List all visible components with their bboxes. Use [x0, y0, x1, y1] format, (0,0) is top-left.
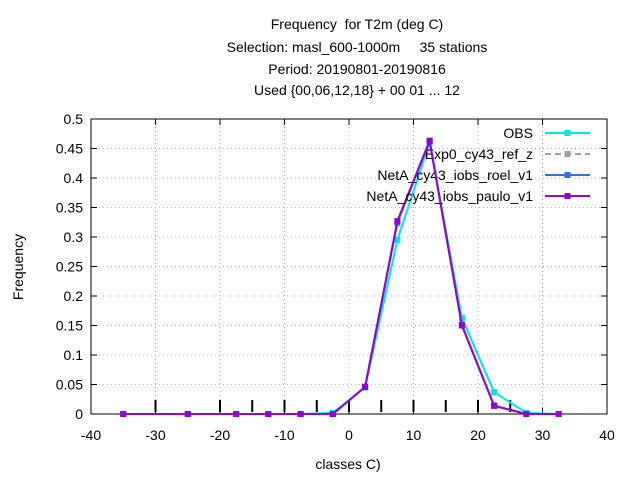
x-tick-label: 0 — [345, 427, 353, 443]
grid — [90, 118, 608, 415]
x-tick-label: 30 — [535, 427, 551, 443]
data-point — [458, 322, 465, 329]
legend-entry: Exp0_cy43_ref_z — [425, 146, 590, 162]
x-tick-label: -40 — [81, 427, 101, 443]
y-tick-label: 0.1 — [64, 347, 84, 363]
legend-label: NetA_cy43_iobs_roel_v1 — [377, 167, 533, 183]
legend-swatch-marker — [564, 193, 571, 199]
x-tick-label: -10 — [274, 427, 294, 443]
y-tick-label: 0.4 — [64, 170, 84, 186]
y-tick-label: 0.5 — [64, 111, 84, 127]
legend-label: Exp0_cy43_ref_z — [425, 146, 533, 162]
data-point — [233, 411, 240, 417]
series-NetA_cy43_iobs_paulo_v1 — [120, 137, 562, 417]
legend-label: OBS — [503, 125, 533, 141]
data-point — [394, 218, 401, 225]
x-tick-label: 10 — [406, 427, 422, 443]
x-axis-label: classes C) — [315, 456, 381, 472]
legend-entry: NetA_cy43_iobs_paulo_v1 — [366, 188, 590, 204]
data-point — [184, 411, 191, 417]
data-point — [265, 411, 272, 417]
x-axis: -40 -30 -20 -10 0 10 20 30 40 — [81, 119, 615, 443]
legend-entry: OBS — [503, 125, 590, 141]
legend-entry: NetA_cy43_iobs_roel_v1 — [377, 167, 590, 183]
legend-swatch-marker — [564, 151, 571, 157]
title-line-4: Used {00,06,12,18} + 00 01 ... 12 — [254, 82, 460, 98]
legend-label: NetA_cy43_iobs_paulo_v1 — [366, 188, 533, 204]
y-tick-label: 0.25 — [56, 259, 83, 275]
title-line-2: Selection: masl_600-1000m 35 stations — [226, 39, 488, 55]
data-point — [458, 314, 465, 321]
legend-swatch-marker — [564, 172, 571, 178]
title-line-3: Period: 20190801-20190816 — [268, 61, 446, 77]
y-tick-label: 0.2 — [64, 288, 84, 304]
x-tick-label: -20 — [210, 427, 230, 443]
data-point — [491, 389, 498, 396]
x-tick-label: 40 — [599, 427, 615, 443]
data-point — [555, 411, 562, 417]
legend-swatch-marker — [564, 130, 571, 136]
y-axis: 0 0.05 0.1 0.15 0.2 0.25 0.3 0.35 0.4 0.45 0.5 — [56, 111, 607, 422]
data-point — [362, 383, 369, 390]
series-line — [123, 142, 559, 415]
y-tick-label: 0.45 — [56, 141, 83, 157]
x-tick-label: 20 — [470, 427, 486, 443]
data-point — [120, 411, 127, 417]
y-tick-label: 0 — [75, 406, 83, 422]
data-point — [426, 137, 433, 144]
x-tick-label: -30 — [145, 427, 165, 443]
data-point — [329, 411, 336, 417]
data-point — [523, 411, 530, 417]
data-point — [297, 411, 304, 417]
data-point — [491, 402, 498, 409]
data-point — [394, 236, 401, 243]
y-tick-label: 0.35 — [56, 200, 83, 216]
y-tick-label: 0.05 — [56, 377, 83, 393]
title-line-1: Frequency for T2m (deg C) — [270, 16, 444, 32]
y-tick-label: 0.15 — [56, 318, 83, 334]
y-tick-label: 0.3 — [64, 229, 84, 245]
